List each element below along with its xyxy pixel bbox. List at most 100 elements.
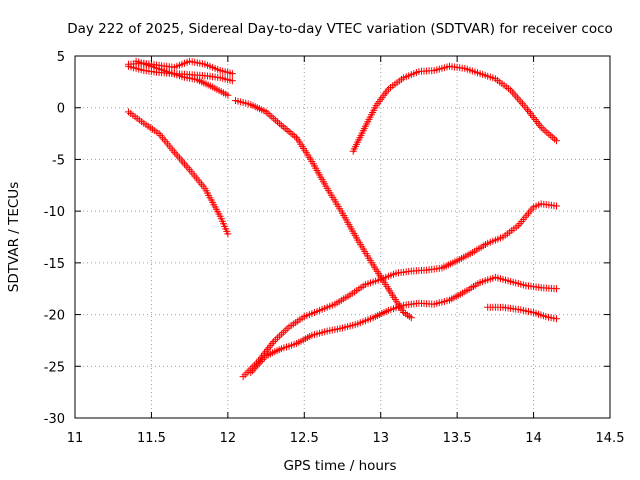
data-point [410,317,412,319]
marker-trail [125,108,232,238]
data-point [555,318,558,320]
data-point [227,94,229,96]
marker-trail [349,62,560,155]
data-point [127,65,130,67]
data-point [387,288,389,290]
data-point [341,212,344,214]
data-point [280,124,282,126]
data-point [349,294,351,296]
data-point [296,137,298,139]
data-point [448,65,451,67]
data-point [410,270,412,272]
x-tick-label: 12.5 [290,431,319,446]
data-point [231,80,233,82]
data-point [510,280,512,283]
data-point [540,126,542,128]
data-point [173,66,175,68]
data-point [533,311,535,314]
data-point [372,317,374,319]
data-point [395,272,397,274]
data-point [242,376,244,378]
x-tick-label: 12 [220,431,237,446]
data-point [479,73,481,75]
data-point [231,73,233,75]
data-point [517,225,519,227]
data-point [143,122,145,124]
data-point [341,327,344,329]
data-point [426,269,428,271]
data-point [380,278,382,280]
y-tick-label: -5 [52,153,65,168]
series-track-6 [349,62,560,155]
x-tick-label: 13 [372,431,389,446]
data-point [555,288,558,290]
data-point [517,308,519,310]
data-point [326,187,328,189]
grid-lines [75,56,610,418]
data-point [173,151,175,153]
data-point [150,65,152,67]
data-point [540,203,542,205]
y-tick-label: -10 [44,205,65,220]
data-point [403,304,405,306]
data-point [234,99,237,102]
data-point [555,140,558,142]
data-point [189,169,191,171]
data-point [166,70,168,73]
data-point [448,299,451,301]
x-tick-label: 13.5 [443,431,472,446]
data-point [311,160,313,163]
data-point [219,215,221,217]
data-point [196,79,198,81]
data-point [219,69,221,72]
y-tick-label: 0 [57,102,65,117]
data-point [555,205,558,207]
x-axis-label: GPS time / hours [283,458,396,474]
data-point [418,302,420,304]
data-point [296,342,298,345]
y-axis-label: SDTVAR / TECUs [6,182,22,292]
data-point [464,291,466,293]
data-point [303,316,305,318]
data-point [525,107,527,109]
data-point [265,111,267,113]
data-point [533,206,535,208]
x-tick-label: 11 [67,431,84,446]
y-tick-label: -25 [44,360,65,375]
data-point [494,276,496,278]
x-tick-label: 14 [525,431,542,446]
data-point [273,340,275,343]
data-point [219,77,221,79]
data-point [403,311,405,314]
x-tick-label: 11.5 [137,431,166,446]
data-point [364,125,366,127]
data-point [545,316,547,318]
data-point [250,371,252,374]
data-point [502,306,504,308]
series-track-8 [247,273,560,376]
data-point [319,309,321,311]
data-point [227,233,229,235]
y-tick-labels: -30 -25 -20 -15 -10 -5 0 5 [44,50,65,427]
data-point [494,78,496,80]
data-point [433,69,435,72]
data-point [158,133,160,135]
series-track-4 [125,108,232,238]
data-point [540,287,542,289]
data-point [510,89,512,91]
series-track-3 [132,57,232,99]
data-point [135,60,137,62]
data-point [212,86,214,88]
data-point [387,309,389,311]
data-point [280,348,282,350]
data-point [352,150,354,152]
data-point [502,236,504,238]
plot-frame [74,55,611,419]
marker-trail [247,273,560,376]
x-tick-label: 14.5 [596,431,625,446]
data-point [364,284,366,286]
data-point [525,285,527,287]
marker-trail [239,200,560,381]
data-point [189,60,191,62]
